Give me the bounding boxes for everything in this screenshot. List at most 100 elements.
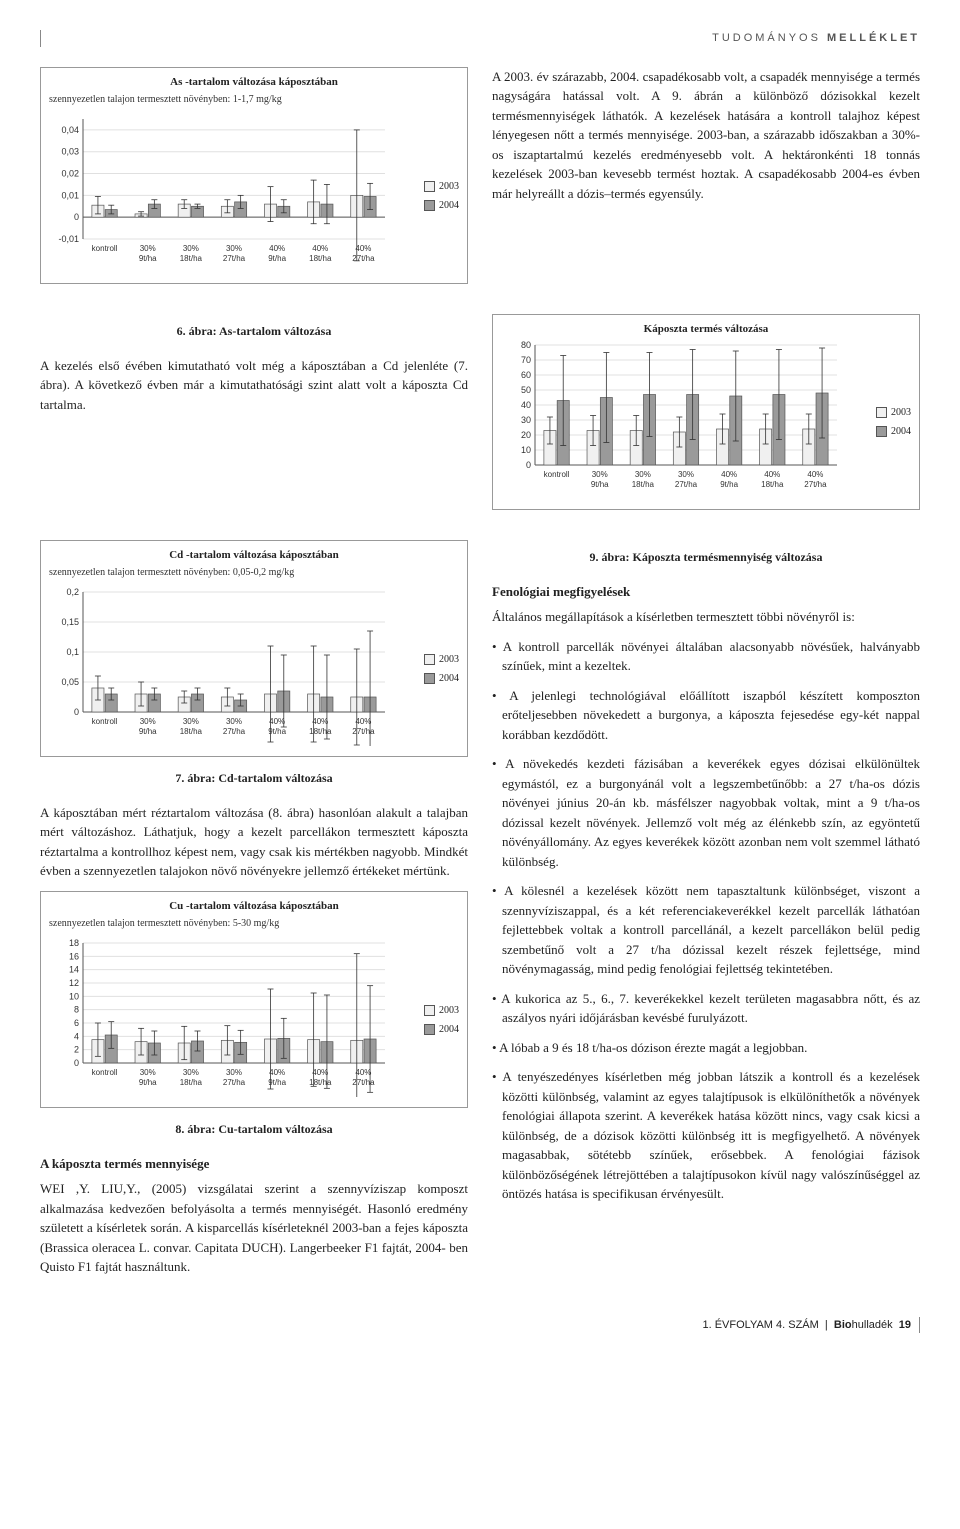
svg-text:40%: 40% — [312, 1068, 328, 1077]
legend-item: 2004 — [424, 671, 459, 686]
legend-label: 2004 — [891, 424, 911, 439]
svg-text:27t/ha: 27t/ha — [675, 480, 698, 489]
svg-text:30: 30 — [521, 415, 531, 425]
svg-text:0,05: 0,05 — [61, 677, 79, 687]
chart-cd: Cd -tartalom változása káposztában szenn… — [40, 540, 468, 757]
chart-cd-title: Cd -tartalom változása káposztában — [49, 547, 459, 564]
svg-text:30%: 30% — [183, 244, 199, 253]
chart-cu-legend: 2003 2004 — [418, 937, 459, 1103]
svg-text:-0,01: -0,01 — [58, 234, 79, 244]
svg-text:60: 60 — [521, 370, 531, 380]
fen-bullet-1: • A kontroll parcellák növényei általába… — [492, 637, 920, 676]
svg-text:30%: 30% — [678, 470, 694, 479]
svg-text:40%: 40% — [807, 470, 823, 479]
svg-text:80: 80 — [521, 340, 531, 350]
legend-label: 2004 — [439, 671, 459, 686]
legend-item: 2003 — [424, 1003, 459, 1018]
fen-bullet-2: • A jelenlegi technológiával előállított… — [492, 686, 920, 745]
svg-text:9t/ha: 9t/ha — [720, 480, 738, 489]
fen-bullet-7: • A tenyészedényes kísérletben még jobba… — [492, 1067, 920, 1204]
legend-item: 2003 — [424, 652, 459, 667]
legend-item: 2003 — [876, 405, 911, 420]
legend-swatch — [424, 181, 435, 192]
svg-text:30%: 30% — [140, 1068, 156, 1077]
legend-swatch — [424, 654, 435, 665]
svg-text:0,04: 0,04 — [61, 125, 79, 135]
svg-text:10: 10 — [521, 445, 531, 455]
svg-text:0: 0 — [74, 1058, 79, 1068]
svg-text:9t/ha: 9t/ha — [139, 727, 157, 736]
chart-cu-svg: 024681012141618kontroll30%9t/ha30%18t/ha… — [49, 937, 389, 1097]
legend-item: 2003 — [424, 179, 459, 194]
svg-text:50: 50 — [521, 385, 531, 395]
svg-text:9t/ha: 9t/ha — [139, 1078, 157, 1087]
chart-yield-title: Káposzta termés változása — [501, 321, 911, 338]
svg-text:6: 6 — [74, 1018, 79, 1028]
svg-text:4: 4 — [74, 1031, 79, 1041]
legend-item: 2004 — [424, 198, 459, 213]
svg-text:9t/ha: 9t/ha — [591, 480, 609, 489]
svg-text:14: 14 — [69, 965, 79, 975]
fen-bullet-5: • A kukorica az 5., 6., 7. keverékekkel … — [492, 989, 920, 1028]
svg-text:40%: 40% — [355, 1068, 371, 1077]
chart-cd-svg: 00,050,10,150,2kontroll30%9t/ha30%18t/ha… — [49, 586, 389, 746]
chart-cu-subtitle: szennyezetlen talajon termesztett növény… — [49, 916, 459, 931]
legend-label: 2004 — [439, 1022, 459, 1037]
legend-label: 2004 — [439, 198, 459, 213]
svg-text:40%: 40% — [355, 717, 371, 726]
header-part2: MELLÉKLET — [827, 32, 920, 44]
chart-cu-title: Cu -tartalom változása káposztában — [49, 898, 459, 915]
svg-text:27t/ha: 27t/ha — [352, 254, 375, 263]
legend-swatch — [424, 1005, 435, 1016]
intro-paragraph: A 2003. év szárazabb, 2004. csapadékosab… — [492, 67, 920, 204]
svg-text:30%: 30% — [226, 244, 242, 253]
chart-as-title: As -tartalom változása káposztában — [49, 74, 459, 91]
svg-text:18t/ha: 18t/ha — [180, 727, 203, 736]
svg-text:18t/ha: 18t/ha — [309, 727, 332, 736]
footer-issue: 1. ÉVFOLYAM 4. SZÁM — [702, 1319, 818, 1331]
svg-text:2: 2 — [74, 1045, 79, 1055]
svg-text:8: 8 — [74, 1005, 79, 1015]
svg-text:0,02: 0,02 — [61, 169, 79, 179]
svg-text:30%: 30% — [226, 717, 242, 726]
svg-text:18t/ha: 18t/ha — [309, 254, 332, 263]
svg-text:kontroll: kontroll — [92, 717, 118, 726]
svg-text:27t/ha: 27t/ha — [223, 1078, 246, 1087]
svg-text:27t/ha: 27t/ha — [352, 1078, 375, 1087]
paragraph-after-7: A káposztában mért réztartalom változása… — [40, 803, 468, 881]
svg-text:9t/ha: 9t/ha — [268, 727, 286, 736]
chart-as-subtitle: szennyezetlen talajon termesztett növény… — [49, 92, 459, 107]
chart-as: As -tartalom változása káposztában szenn… — [40, 67, 468, 284]
svg-text:30%: 30% — [183, 717, 199, 726]
svg-text:0,2: 0,2 — [66, 587, 79, 597]
svg-text:30%: 30% — [592, 470, 608, 479]
fen-bullet-3: • A növekedés kezdeti fázisában a keveré… — [492, 754, 920, 871]
paragraph-after-6: A kezelés első évében kimutatható volt m… — [40, 356, 468, 415]
caption-6: 6. ábra: As-tartalom változása — [40, 322, 468, 340]
svg-text:30%: 30% — [140, 244, 156, 253]
fenology-intro: Általános megállapítások a kísérletben t… — [492, 607, 920, 627]
svg-text:40%: 40% — [355, 244, 371, 253]
legend-swatch — [424, 673, 435, 684]
svg-text:40%: 40% — [312, 717, 328, 726]
chart-as-legend: 2003 2004 — [418, 113, 459, 279]
legend-swatch — [876, 407, 887, 418]
caption-9: 9. ábra: Káposzta termésmennyiség változ… — [492, 548, 920, 566]
legend-label: 2003 — [439, 652, 459, 667]
svg-text:40: 40 — [521, 400, 531, 410]
svg-text:40%: 40% — [721, 470, 737, 479]
fen-bullet-6: • A lóbab a 9 és 18 t/ha-os dózison érez… — [492, 1038, 920, 1058]
svg-text:0: 0 — [526, 460, 531, 470]
svg-text:30%: 30% — [183, 1068, 199, 1077]
svg-text:0,15: 0,15 — [61, 617, 79, 627]
footer-page: 19 — [899, 1319, 911, 1331]
caption-7: 7. ábra: Cd-tartalom változása — [40, 769, 468, 787]
svg-text:18t/ha: 18t/ha — [309, 1078, 332, 1087]
svg-text:kontroll: kontroll — [92, 244, 118, 253]
svg-text:40%: 40% — [764, 470, 780, 479]
legend-label: 2003 — [439, 1003, 459, 1018]
legend-swatch — [424, 1024, 435, 1035]
svg-text:30%: 30% — [226, 1068, 242, 1077]
svg-text:70: 70 — [521, 355, 531, 365]
chart-yield-legend: 2003 2004 — [870, 339, 911, 505]
